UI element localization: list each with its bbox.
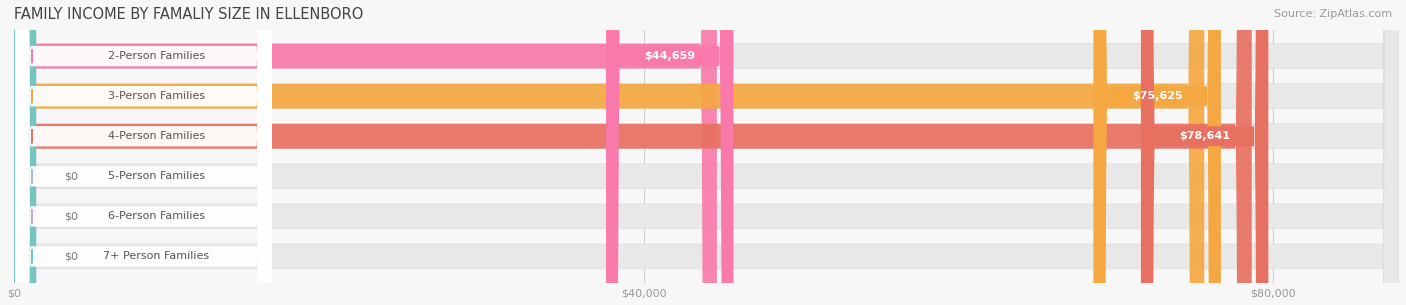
FancyBboxPatch shape: [606, 0, 734, 305]
FancyBboxPatch shape: [14, 0, 1205, 305]
Text: 7+ Person Families: 7+ Person Families: [103, 251, 209, 261]
Text: $0: $0: [63, 251, 77, 261]
Text: $44,659: $44,659: [644, 51, 696, 61]
FancyBboxPatch shape: [15, 0, 271, 305]
FancyBboxPatch shape: [14, 0, 1399, 305]
FancyBboxPatch shape: [14, 0, 1399, 305]
Text: FAMILY INCOME BY FAMALIY SIZE IN ELLENBORO: FAMILY INCOME BY FAMALIY SIZE IN ELLENBO…: [14, 7, 363, 22]
FancyBboxPatch shape: [1140, 0, 1268, 305]
FancyBboxPatch shape: [14, 0, 1399, 305]
FancyBboxPatch shape: [15, 0, 271, 305]
Text: 5-Person Families: 5-Person Families: [108, 171, 205, 181]
FancyBboxPatch shape: [14, 0, 37, 305]
FancyBboxPatch shape: [1094, 0, 1220, 305]
Text: $0: $0: [63, 211, 77, 221]
Text: 4-Person Families: 4-Person Families: [108, 131, 205, 141]
Text: 3-Person Families: 3-Person Families: [108, 91, 205, 101]
Text: Source: ZipAtlas.com: Source: ZipAtlas.com: [1274, 9, 1392, 19]
FancyBboxPatch shape: [14, 0, 1399, 305]
FancyBboxPatch shape: [15, 0, 271, 305]
FancyBboxPatch shape: [14, 0, 717, 305]
FancyBboxPatch shape: [14, 0, 37, 305]
FancyBboxPatch shape: [15, 0, 271, 305]
FancyBboxPatch shape: [15, 0, 271, 305]
Text: 2-Person Families: 2-Person Families: [108, 51, 205, 61]
FancyBboxPatch shape: [14, 0, 1399, 305]
FancyBboxPatch shape: [15, 0, 271, 305]
Text: $75,625: $75,625: [1132, 91, 1182, 101]
FancyBboxPatch shape: [14, 0, 37, 305]
Text: $78,641: $78,641: [1180, 131, 1230, 141]
FancyBboxPatch shape: [14, 0, 1399, 305]
FancyBboxPatch shape: [14, 0, 1251, 305]
Text: 6-Person Families: 6-Person Families: [108, 211, 205, 221]
Text: $0: $0: [63, 171, 77, 181]
